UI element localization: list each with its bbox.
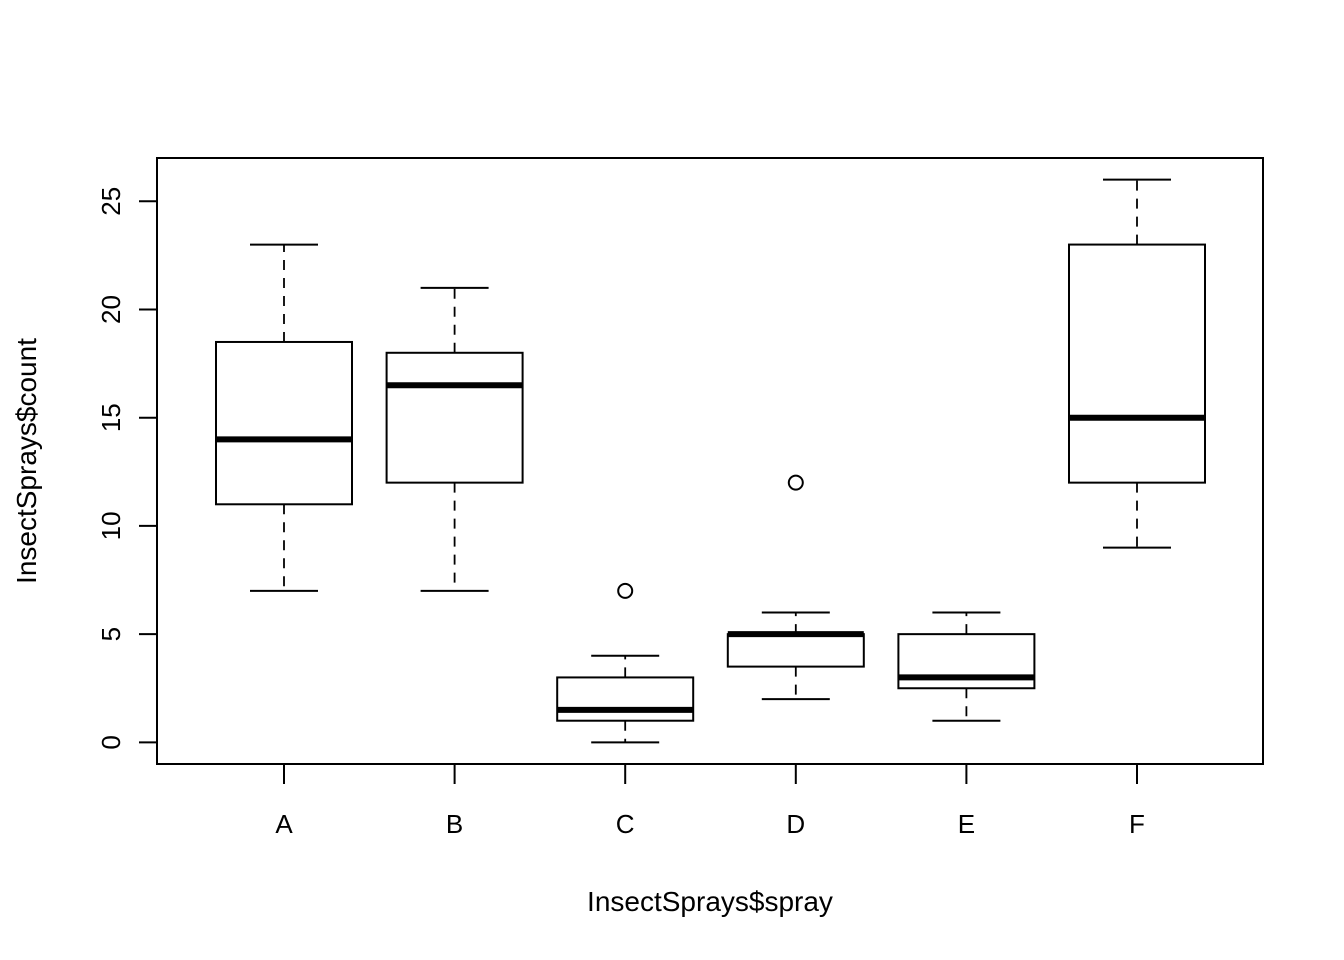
y-tick-label: 10 — [96, 511, 126, 540]
x-axis: A B C D E F — [275, 764, 1145, 839]
y-tick-label: 25 — [96, 187, 126, 216]
x-tick-label: F — [1129, 809, 1145, 839]
x-tick-label: D — [786, 809, 805, 839]
x-tick-label: B — [446, 809, 463, 839]
box-F — [1068, 178, 1206, 549]
iqr-box — [215, 340, 353, 506]
y-axis: 0 5 10 15 20 25 — [96, 187, 157, 750]
iqr-box — [1068, 243, 1206, 484]
outlier-point — [787, 474, 804, 491]
plot-frame — [156, 157, 1264, 765]
y-tick-label: 5 — [96, 627, 126, 641]
y-tick-label: 0 — [96, 735, 126, 749]
box-C — [556, 582, 695, 744]
box-E — [897, 611, 1036, 722]
iqr-box — [385, 351, 524, 484]
x-tick-label: C — [616, 809, 635, 839]
plot-layer — [215, 178, 1206, 744]
box-A — [215, 243, 353, 592]
box-D — [726, 474, 865, 701]
x-tick-label: E — [958, 809, 975, 839]
iqr-box — [726, 633, 865, 668]
x-axis-title: InsectSprays$spray — [587, 886, 833, 917]
y-tick-label: 20 — [96, 295, 126, 324]
y-tick-label: 15 — [96, 403, 126, 432]
x-tick-label: A — [275, 809, 293, 839]
outlier-point — [617, 582, 634, 599]
iqr-box — [556, 676, 695, 722]
y-axis-title: InsectSprays$count — [11, 338, 42, 584]
box-B — [385, 286, 524, 592]
